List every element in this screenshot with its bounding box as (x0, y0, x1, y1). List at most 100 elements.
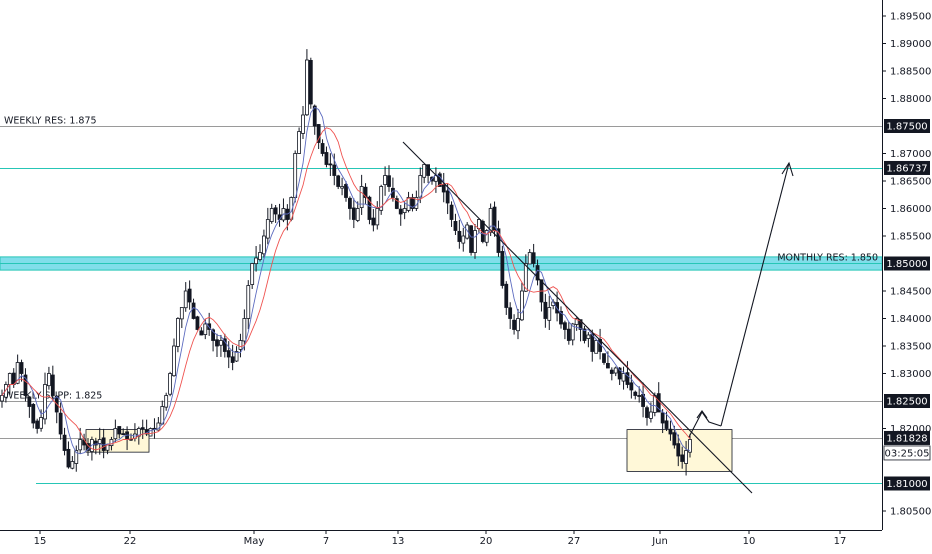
price-tag-1 (884, 160, 930, 175)
candle-body-99 (387, 175, 391, 187)
price-tag-2 (884, 256, 930, 271)
candle-body-101 (394, 198, 399, 209)
candle-body-144 (563, 322, 567, 330)
candle-body-170 (664, 420, 669, 429)
candle-body-62 (242, 318, 247, 342)
candle-body-64 (250, 263, 255, 285)
candle-body-155 (606, 363, 610, 369)
candle-body-174 (680, 454, 685, 462)
candle-body-175 (684, 450, 688, 464)
candle-body-58 (226, 350, 231, 358)
time-tick-label-1: 22 (124, 536, 137, 547)
candle-body-92 (359, 186, 364, 208)
candle-body-61 (238, 340, 243, 350)
candle-body-131 (512, 319, 516, 330)
candle-body-162 (633, 391, 638, 396)
candle-body-88 (344, 184, 348, 198)
candle-body-55 (215, 339, 219, 347)
candle-body-160 (625, 372, 630, 385)
candle-body-102 (398, 208, 403, 215)
price-tag-3 (884, 394, 930, 408)
candle-body-117 (457, 230, 462, 242)
time-tick-label-2: May (244, 536, 265, 547)
candle-body-166 (649, 411, 653, 419)
descending-trendline (402, 141, 753, 494)
candle-body-119 (465, 224, 470, 239)
candle-body-57 (222, 338, 227, 352)
price-tag-label-0: 1.87500 (886, 122, 927, 133)
candle-body-118 (461, 235, 466, 244)
candle-body-16 (62, 434, 67, 451)
candle-body-60 (234, 351, 239, 362)
candle-body-149 (582, 328, 587, 341)
candle-body-163 (637, 395, 642, 397)
candle-body-78 (305, 59, 309, 116)
candle-body-25 (97, 439, 102, 444)
candle-body-18 (70, 461, 75, 469)
time-tick-label-7: Jun (651, 536, 668, 547)
candle-body-20 (78, 439, 83, 451)
candle-body-9 (35, 420, 40, 429)
candle-body-114 (445, 190, 450, 204)
candle-body-77 (301, 114, 305, 134)
candle-body-47 (183, 290, 188, 309)
candle-body-46 (179, 307, 184, 320)
candle-body-128 (500, 251, 505, 286)
candle-body-150 (586, 334, 591, 339)
price-tick-label-8: 1.84500 (890, 287, 931, 298)
candle-body-140 (547, 307, 552, 321)
candle-body-136 (531, 252, 536, 264)
price-tick-label-7: 1.85500 (890, 232, 931, 243)
time-tick-label-4: 13 (392, 536, 405, 547)
projection-target-line (720, 162, 790, 427)
candle-body-66 (258, 252, 262, 260)
candle-body-13 (50, 374, 55, 396)
price-tick-label-5: 1.86500 (890, 177, 931, 188)
candle-body-50 (195, 316, 200, 330)
candle-body-176 (688, 439, 692, 453)
candle-body-1 (4, 384, 8, 398)
candle-body-98 (383, 175, 387, 186)
candle-body-4 (15, 362, 20, 384)
candle-body-86 (336, 175, 341, 187)
candle-body-19 (74, 450, 79, 464)
candle-body-44 (172, 345, 176, 377)
candle-body-38 (148, 428, 153, 437)
candle-body-17 (66, 448, 71, 468)
candle-body-122 (477, 219, 481, 229)
candle-body-95 (371, 217, 376, 226)
price-tick-label-12: 1.82000 (890, 424, 931, 435)
candle-body-8 (31, 404, 36, 424)
candle-body-121 (473, 230, 477, 253)
candle-body-125 (488, 208, 493, 233)
candle-body-24 (93, 440, 98, 446)
price-tag-label-4: 1.81828 (886, 433, 927, 444)
candle-body-75 (293, 153, 298, 198)
candle-body-6 (23, 374, 28, 396)
candle-body-103 (402, 208, 407, 214)
candle-body-81 (316, 124, 321, 143)
price-tick-label-11: 1.83000 (890, 369, 931, 380)
candle-body-156 (609, 369, 614, 374)
price-tag-label-3: 1.82500 (886, 397, 927, 408)
candle-body-105 (410, 197, 415, 209)
candle-body-91 (355, 208, 360, 221)
candle-body-115 (449, 204, 454, 220)
candle-body-96 (375, 208, 380, 226)
candle-body-135 (527, 252, 532, 265)
candle-body-49 (191, 302, 196, 319)
candle-body-43 (168, 373, 172, 395)
candle-body-97 (379, 186, 384, 211)
candle-body-148 (578, 319, 583, 330)
candle-body-158 (617, 367, 622, 380)
candle-body-42 (164, 395, 169, 408)
candle-body-130 (508, 307, 513, 319)
candle-body-107 (418, 175, 423, 198)
price-tick-label-9: 1.84000 (890, 314, 931, 325)
price-tick-label-13: 1.80500 (890, 507, 931, 518)
projection-arrowhead (781, 161, 794, 177)
candle-body-83 (324, 152, 329, 165)
level-label-2: MONTHLY RES: 1.850 (777, 253, 878, 264)
candle-body-65 (254, 257, 258, 265)
